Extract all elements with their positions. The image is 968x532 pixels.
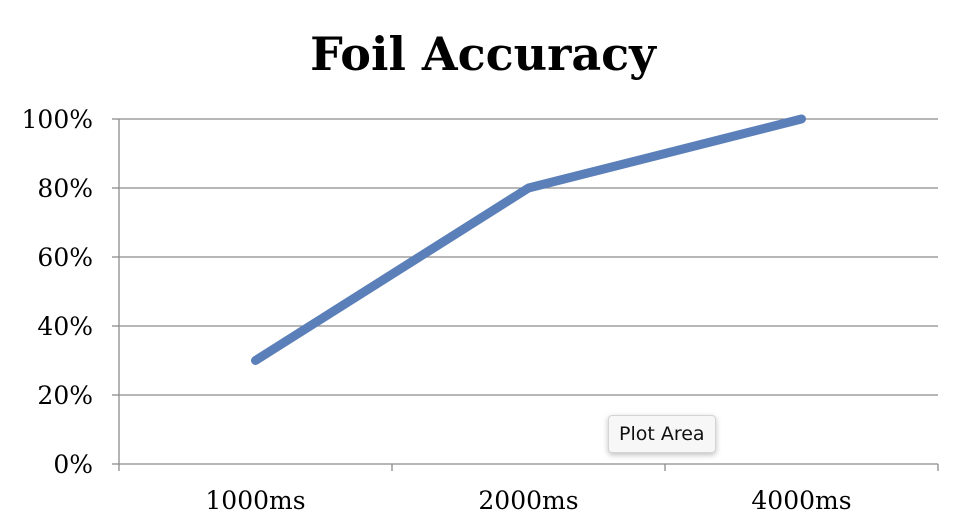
x-tick-labels: 1000ms 2000ms 4000ms <box>205 486 851 515</box>
y-tick-label: 0% <box>53 450 93 479</box>
y-tick-label: 20% <box>37 381 93 410</box>
y-tick-label: 100% <box>22 105 93 134</box>
y-tick-label: 40% <box>37 312 93 341</box>
series-line <box>251 114 806 365</box>
x-tick-label: 1000ms <box>205 486 305 515</box>
data-point <box>528 187 529 189</box>
x-tick-label: 2000ms <box>478 486 578 515</box>
plot-area-tooltip: Plot Area <box>608 415 716 453</box>
y-tick-label: 60% <box>37 243 93 272</box>
y-tick-labels: 0% 20% 40% 60% 80% 100% <box>22 105 93 479</box>
axes <box>112 118 939 471</box>
data-point <box>801 118 802 120</box>
data-point <box>255 360 256 361</box>
chart-title: Foil Accuracy <box>310 27 657 81</box>
series <box>251 114 806 365</box>
x-tick-label: 4000ms <box>751 486 851 515</box>
y-tick-label: 80% <box>37 174 93 203</box>
gridlines <box>119 118 938 396</box>
